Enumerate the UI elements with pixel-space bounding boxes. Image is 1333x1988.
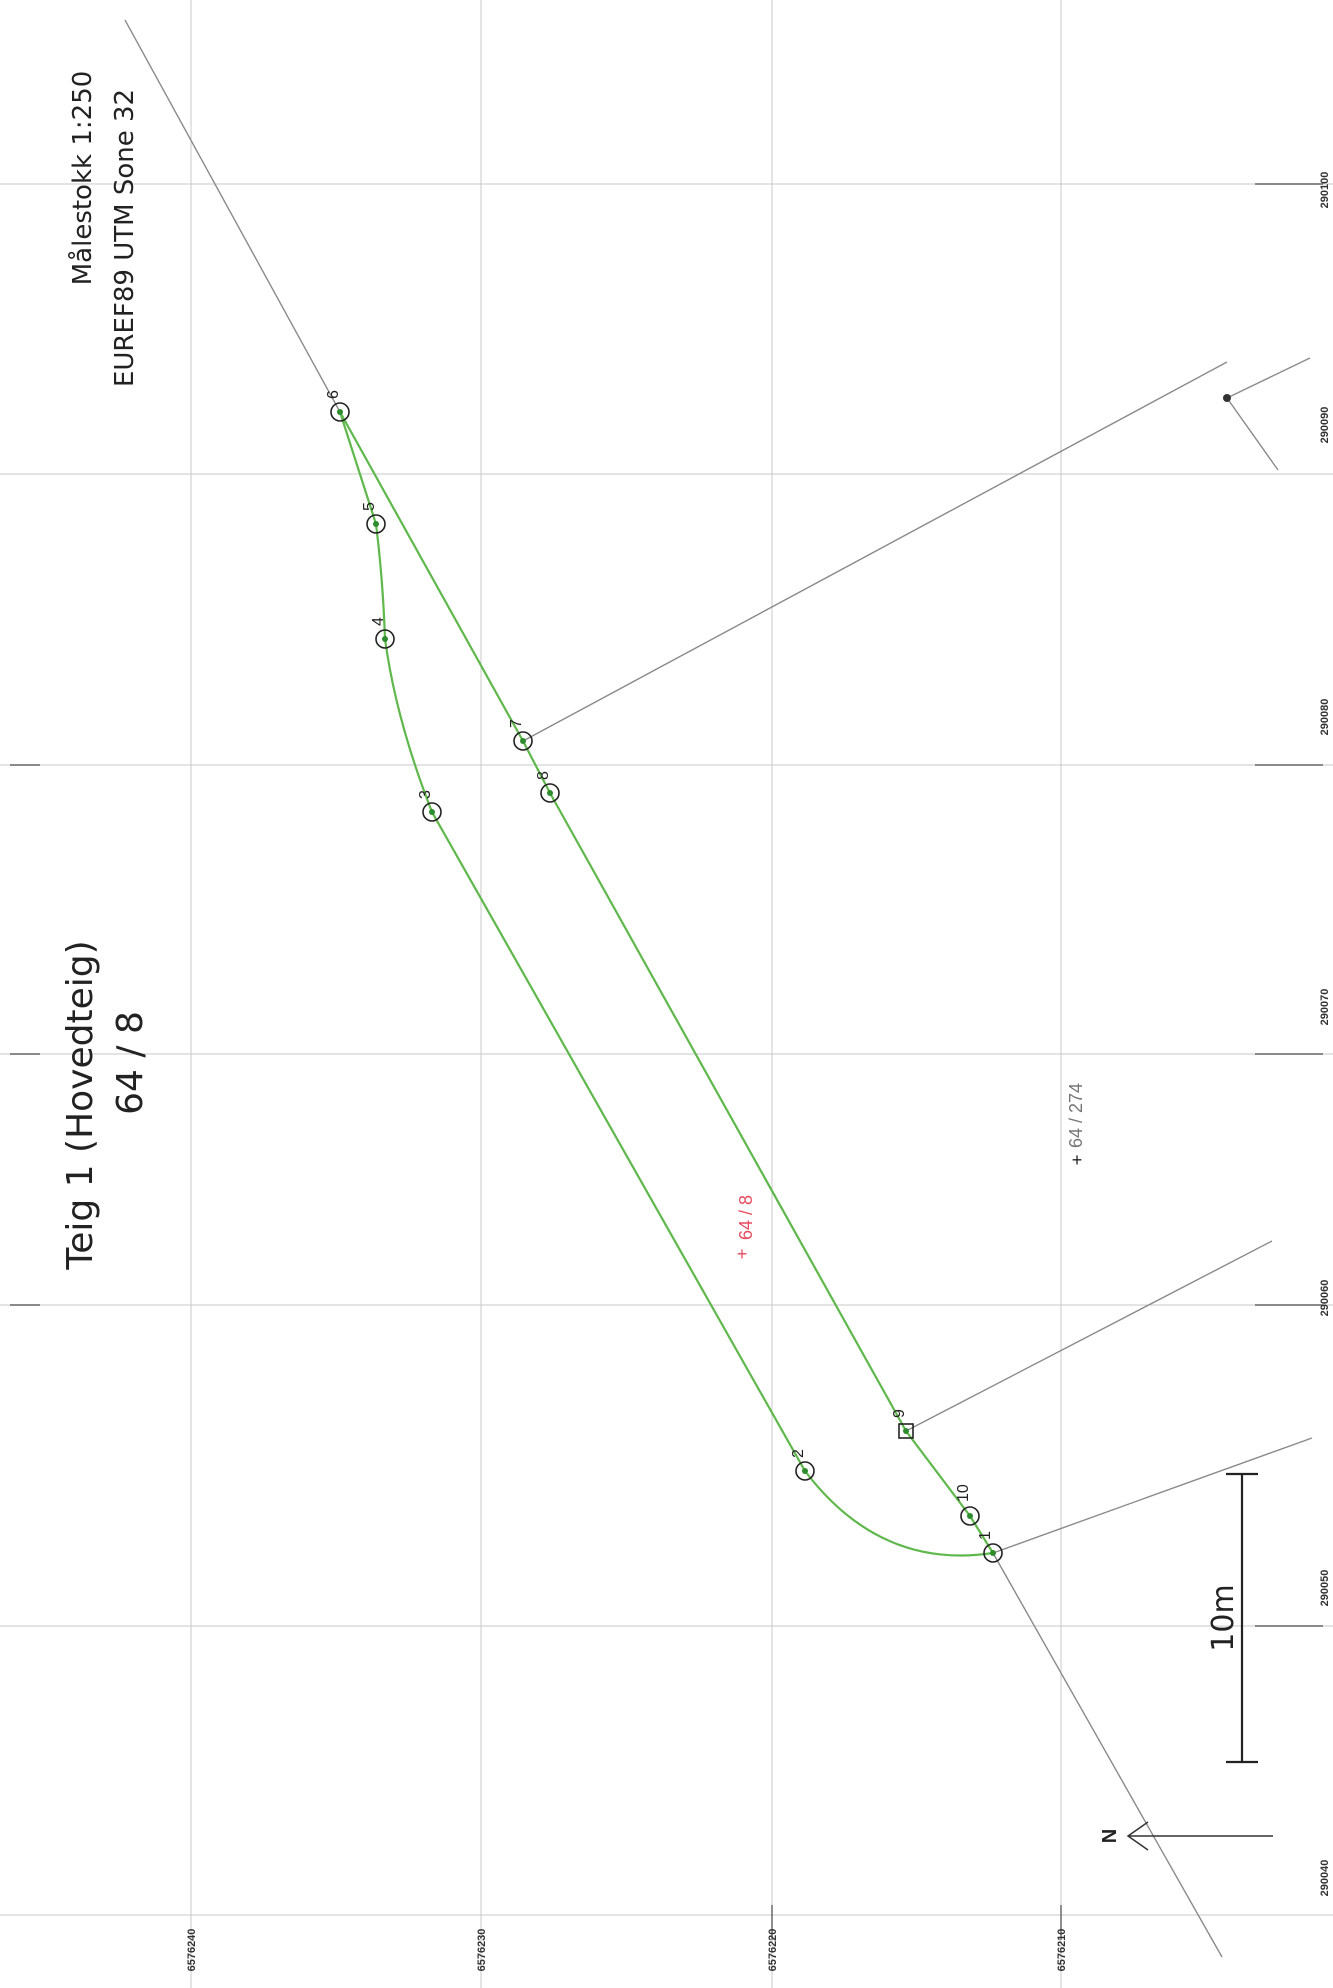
neighbor-line-main-diagonal-south [992,1552,1223,1958]
parcel-label-main: 64 / 8 [736,1195,756,1240]
northing-label-6576220: 6576220 [767,1929,779,1972]
northing-label-6576210: 6576210 [1056,1929,1068,1972]
survey-point-4[interactable]: 4 [370,617,395,649]
survey-point-10[interactable]: 10 [955,1484,980,1526]
easting-label-290070: 290070 [1319,989,1331,1026]
survey-point-8[interactable]: 8 [535,771,560,803]
neighbor-line-from-7 [522,361,1228,742]
point-label-5: 5 [361,502,378,511]
neighbor-line-east-b [1226,397,1279,471]
survey-marker-dot [1223,394,1231,402]
survey-point-1[interactable]: 1 [977,1531,1003,1563]
survey-points: 1 2 3 4 5 6 7 8 [325,390,1003,1563]
north-arrow-head [1126,1821,1149,1851]
point-label-4: 4 [370,617,387,626]
easting-label-290060: 290060 [1319,1280,1331,1317]
parcel-labels: + 64 / 8 + 64 / 274 [736,1083,1086,1264]
easting-label-290050: 290050 [1319,1570,1331,1607]
point-label-6: 6 [325,390,342,399]
northing-label-6576240: 6576240 [186,1929,198,1972]
crs-text: EUREF89 UTM Sone 32 [110,89,140,387]
easting-label-290090: 290090 [1319,407,1331,444]
point-label-8: 8 [535,771,552,780]
easting-label-290100: 290100 [1319,172,1331,209]
neighbor-line-east-a [1226,357,1311,399]
parcel-boundary [338,411,994,1557]
survey-point-2[interactable]: 2 [790,1449,815,1481]
point-label-3: 3 [417,790,434,799]
survey-point-3[interactable]: 3 [417,790,442,822]
point-label-7: 7 [508,719,525,728]
neighbor-lines [124,19,1313,1958]
survey-point-5[interactable]: 5 [361,502,386,534]
neighbor-line-main-diagonal [124,19,341,413]
boundary-segment-1-10-9-8-7-6 [339,411,994,1554]
survey-point-9[interactable]: 9 [891,1409,914,1439]
survey-point-7[interactable]: 7 [508,719,533,751]
northing-label-6576230: 6576230 [476,1929,488,1972]
scale-text: Målestokk 1:250 [67,71,98,286]
point-label-2: 2 [790,1449,807,1458]
boundary-segment-6-5-4-3-2-1 [338,411,994,1557]
point-label-1: 1 [977,1531,994,1540]
scale-bar: 10m [1206,1472,1258,1764]
north-arrow: N [1099,1821,1273,1851]
map-title: Teig 1 (Hovedteig) 64 / 8 [60,940,151,1270]
parcel-label-main-cross: + [737,1244,748,1264]
map-info: Målestokk 1:250 EUREF89 UTM Sone 32 [67,71,140,387]
title-line-1: Teig 1 (Hovedteig) [60,940,101,1270]
parcel-label-neighbor-cross: + [1072,1150,1083,1170]
survey-point-6[interactable]: 6 [325,390,350,422]
point-label-10: 10 [955,1484,972,1502]
parcel-label-neighbor: 64 / 274 [1066,1083,1086,1148]
scale-bar-label: 10m [1206,1584,1241,1651]
easting-label-290080: 290080 [1319,699,1331,736]
easting-label-290040: 290040 [1319,1860,1331,1897]
neighbor-line-from-1 [992,1437,1313,1554]
title-line-2: 64 / 8 [110,1011,151,1115]
neighbor-line-from-9 [905,1240,1273,1432]
north-label: N [1099,1829,1121,1843]
point-label-9: 9 [891,1409,908,1418]
